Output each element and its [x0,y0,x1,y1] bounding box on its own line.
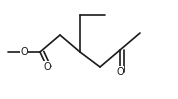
Text: O: O [116,67,124,77]
Text: O: O [20,47,28,57]
Text: O: O [43,62,51,72]
